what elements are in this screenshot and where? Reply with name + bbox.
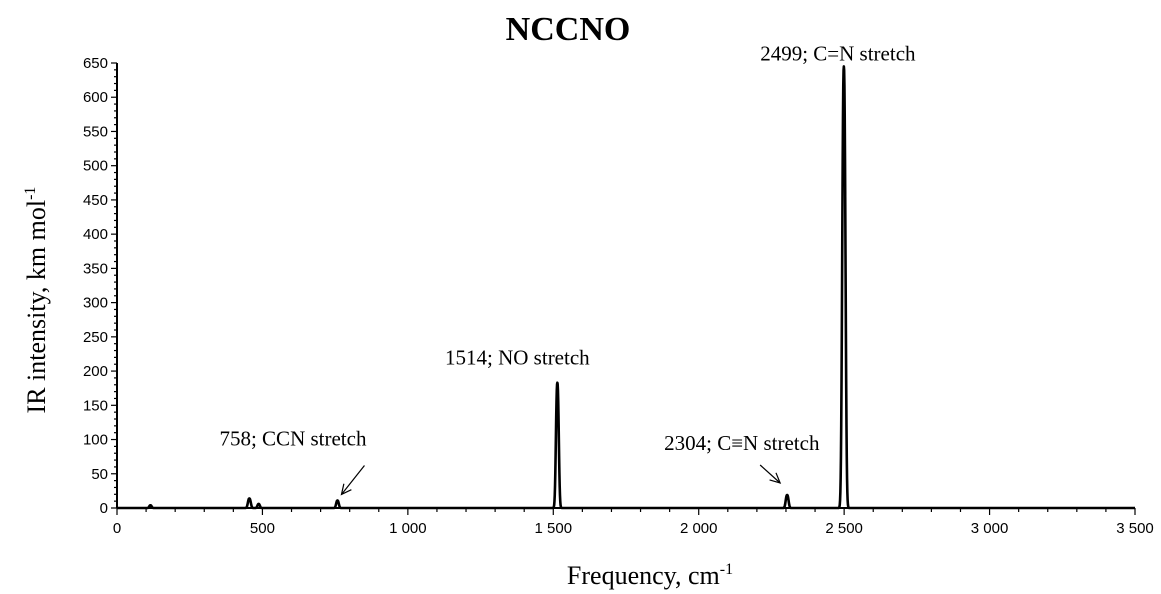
x-tick-label: 2 000 (680, 520, 718, 537)
y-tick-label: 600 (83, 89, 108, 106)
x-tick-label: 3 000 (971, 520, 1009, 537)
x-tick-label: 1 500 (535, 520, 573, 537)
peak-annotation: 2304; C≡N stretch (664, 431, 820, 455)
y-tick-label: 650 (83, 55, 108, 72)
y-tick-label: 50 (91, 466, 108, 483)
y-tick-label: 450 (83, 192, 108, 209)
annotation-arrow (759, 464, 781, 484)
spectrum-line (115, 65, 1137, 510)
y-tick-label: 250 (83, 329, 108, 346)
annotation-arrowhead (340, 483, 352, 496)
y-tick-label: 400 (83, 226, 108, 243)
peak-annotation: 758; CCN stretch (219, 426, 366, 450)
y-tick-label: 200 (83, 363, 108, 380)
annotation-arrow (340, 465, 365, 495)
x-tick-label: 1 000 (389, 520, 427, 537)
x-tick-label: 500 (250, 520, 275, 537)
y-tick-label: 100 (83, 432, 108, 449)
y-tick-label: 500 (83, 158, 108, 175)
tick-labels: 0 50 100 150 200 250 300 350 400 450 500 550 600 650 0… (83, 55, 1154, 537)
x-tick-label: 2 500 (825, 520, 863, 537)
y-axis-title: IR intensity, km mol-1 (22, 187, 51, 414)
peak-annotation: 1514; NO stretch (445, 346, 590, 370)
peak-annotation: 2499; C=N stretch (760, 41, 916, 65)
chart-title: NCCNO (506, 11, 631, 48)
y-tick-label: 150 (83, 397, 108, 414)
y-tick-label: 350 (83, 260, 108, 277)
x-tick-label: 0 (113, 520, 121, 537)
y-tick-label: 550 (83, 123, 108, 140)
y-tick-label: 300 (83, 295, 108, 312)
y-tick-label: 0 (100, 500, 108, 517)
annotations: 758; CCN stretch 1514; NO stretch 2304; C≡… (219, 41, 916, 496)
annotation-arrowhead (769, 472, 782, 484)
x-tick-label: 3 500 (1116, 520, 1154, 537)
x-axis-title: Frequency, cm-1 (567, 561, 733, 590)
